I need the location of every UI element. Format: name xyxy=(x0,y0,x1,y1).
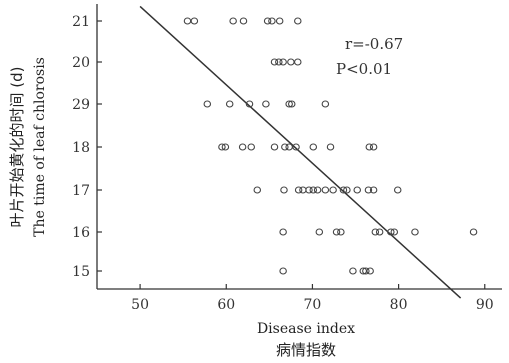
data-point xyxy=(225,100,234,108)
x-axis-label-cn: 病情指数 xyxy=(276,341,336,359)
data-point xyxy=(411,228,419,236)
data-point xyxy=(294,58,302,66)
data-point xyxy=(321,100,330,108)
data-point xyxy=(371,228,380,236)
data-point xyxy=(262,100,270,108)
data-point xyxy=(375,228,384,236)
y-tick-label: 16 xyxy=(72,225,90,241)
data-point xyxy=(245,100,254,108)
y-tick-label: 15 xyxy=(72,264,90,280)
data-point xyxy=(315,228,324,236)
x-tick-label: 90 xyxy=(476,297,494,313)
data-point xyxy=(203,100,212,108)
data-point xyxy=(393,186,402,194)
data-point xyxy=(366,267,374,275)
x-tick-label: 50 xyxy=(131,297,149,313)
data-point xyxy=(229,17,237,25)
data-point xyxy=(285,143,293,151)
data-point xyxy=(343,186,351,194)
data-point xyxy=(268,17,276,25)
x-axis-ticks: 50 60 70 80 90 xyxy=(131,284,494,313)
data-point xyxy=(218,143,226,151)
y-tick-label: 20 xyxy=(72,55,90,71)
x-tick-label: 60 xyxy=(217,297,235,313)
y-tick-label: 21 xyxy=(72,14,90,30)
data-point xyxy=(263,17,272,25)
data-point xyxy=(387,228,395,236)
y-tick-label: 17 xyxy=(72,183,90,199)
data-point xyxy=(279,267,287,275)
data-point xyxy=(339,186,348,194)
data-point xyxy=(329,186,337,194)
x-axis-label: Disease index xyxy=(257,321,355,337)
data-point xyxy=(309,143,318,151)
data-point xyxy=(275,17,284,25)
annotation-r: r=-0.67 xyxy=(345,35,403,53)
data-point xyxy=(280,186,288,194)
regression-line xyxy=(139,5,462,299)
annotation-p: P<0.01 xyxy=(336,60,392,78)
data-point xyxy=(285,100,293,108)
data-point xyxy=(270,58,279,66)
data-point xyxy=(313,186,322,194)
data-point xyxy=(365,143,374,151)
data-point xyxy=(337,228,345,236)
data-point xyxy=(332,228,341,236)
data-point xyxy=(369,186,378,194)
data-point xyxy=(369,143,378,151)
data-point xyxy=(309,186,318,194)
y-axis-ticks: 15 16 17 18 29 20 21 xyxy=(72,14,102,280)
data-point xyxy=(275,58,283,66)
y-axis-label: The time of leaf chlorosis xyxy=(32,57,48,237)
data-point xyxy=(292,143,300,151)
data-point xyxy=(299,186,307,194)
data-point xyxy=(305,186,313,194)
data-point xyxy=(294,186,303,194)
data-point xyxy=(279,228,287,236)
data-point xyxy=(326,143,335,151)
data-point xyxy=(183,17,192,25)
data-point xyxy=(281,143,289,151)
data-point xyxy=(353,186,361,194)
x-tick-label: 70 xyxy=(304,297,322,313)
data-point xyxy=(287,58,295,66)
data-point xyxy=(390,228,399,236)
data-point xyxy=(253,186,262,194)
data-point xyxy=(364,186,373,194)
data-point xyxy=(279,58,287,66)
data-point xyxy=(294,17,302,25)
data-point xyxy=(270,143,279,151)
y-axis-label-cn: 叶片开始黄化的时间 (d) xyxy=(8,67,26,228)
x-tick-label: 80 xyxy=(390,297,408,313)
y-tick-label: 18 xyxy=(72,140,90,156)
data-point xyxy=(287,100,296,108)
data-point xyxy=(239,17,248,25)
data-point xyxy=(349,267,357,275)
data-point xyxy=(238,143,247,151)
data-point xyxy=(221,143,230,151)
data-point xyxy=(362,267,370,275)
data-point xyxy=(247,143,255,151)
data-point xyxy=(190,17,199,25)
data-points xyxy=(183,17,478,275)
y-tick-label: 29 xyxy=(72,97,90,113)
data-point xyxy=(321,186,330,194)
data-point xyxy=(469,228,478,236)
